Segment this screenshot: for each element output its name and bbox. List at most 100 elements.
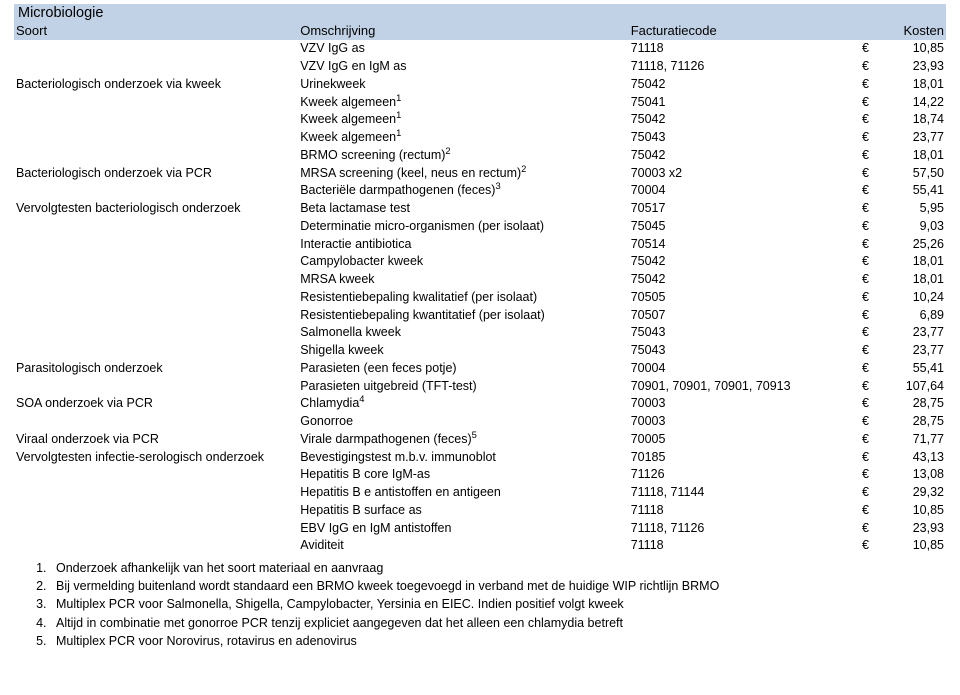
cell-facturatiecode: 70004 bbox=[629, 182, 860, 200]
cell-currency: € bbox=[860, 520, 880, 538]
cell-omschrijving: Kweek algemeen1 bbox=[298, 111, 628, 129]
cell-facturatiecode: 75042 bbox=[629, 147, 860, 165]
table-row: EBV IgG en IgM antistoffen71118, 71126€2… bbox=[14, 520, 946, 538]
cell-kosten: 55,41 bbox=[880, 360, 946, 378]
footnote-item: Bij vermelding buitenland wordt standaar… bbox=[50, 577, 946, 595]
cell-soort bbox=[14, 94, 298, 112]
cell-facturatiecode: 71118, 71126 bbox=[629, 520, 860, 538]
cell-currency: € bbox=[860, 537, 880, 555]
cell-currency: € bbox=[860, 431, 880, 449]
cell-omschrijving: Hepatitis B surface as bbox=[298, 502, 628, 520]
cell-kosten: 10,24 bbox=[880, 289, 946, 307]
cell-facturatiecode: 71118 bbox=[629, 537, 860, 555]
cell-currency: € bbox=[860, 40, 880, 58]
cell-soort bbox=[14, 58, 298, 76]
cell-currency: € bbox=[860, 413, 880, 431]
cell-kosten: 55,41 bbox=[880, 182, 946, 200]
cell-omschrijving: Kweek algemeen1 bbox=[298, 129, 628, 147]
cell-omschrijving: EBV IgG en IgM antistoffen bbox=[298, 520, 628, 538]
cell-currency: € bbox=[860, 324, 880, 342]
cell-kosten: 18,01 bbox=[880, 147, 946, 165]
cell-currency: € bbox=[860, 147, 880, 165]
cell-omschrijving: Salmonella kweek bbox=[298, 324, 628, 342]
cell-soort: SOA onderzoek via PCR bbox=[14, 395, 298, 413]
cell-facturatiecode: 75042 bbox=[629, 111, 860, 129]
cell-kosten: 29,32 bbox=[880, 484, 946, 502]
col-soort: Soort bbox=[14, 22, 298, 40]
cell-soort bbox=[14, 324, 298, 342]
cell-soort bbox=[14, 218, 298, 236]
cell-currency: € bbox=[860, 449, 880, 467]
table-row: Vervolgtesten bacteriologisch onderzoekB… bbox=[14, 200, 946, 218]
cell-omschrijving: Chlamydia4 bbox=[298, 395, 628, 413]
cell-facturatiecode: 70505 bbox=[629, 289, 860, 307]
cell-soort bbox=[14, 466, 298, 484]
cell-soort bbox=[14, 236, 298, 254]
cell-omschrijving: BRMO screening (rectum)2 bbox=[298, 147, 628, 165]
cell-omschrijving: Beta lactamase test bbox=[298, 200, 628, 218]
cell-facturatiecode: 70003 x2 bbox=[629, 165, 860, 183]
cell-facturatiecode: 75043 bbox=[629, 129, 860, 147]
cell-omschrijving: Urinekweek bbox=[298, 76, 628, 94]
cell-kosten: 18,01 bbox=[880, 253, 946, 271]
table-row: Parasieten uitgebreid (TFT-test)70901, 7… bbox=[14, 378, 946, 396]
cell-kosten: 23,77 bbox=[880, 129, 946, 147]
cell-soort bbox=[14, 520, 298, 538]
cell-omschrijving: Bacteriële darmpathogenen (feces)3 bbox=[298, 182, 628, 200]
cell-omschrijving: Resistentiebepaling kwalitatief (per iso… bbox=[298, 289, 628, 307]
cell-currency: € bbox=[860, 200, 880, 218]
cell-currency: € bbox=[860, 271, 880, 289]
cell-omschrijving: Parasieten (een feces potje) bbox=[298, 360, 628, 378]
cell-kosten: 43,13 bbox=[880, 449, 946, 467]
footnote-ref: 3 bbox=[495, 181, 500, 191]
cell-kosten: 28,75 bbox=[880, 395, 946, 413]
table-row: Salmonella kweek75043€23,77 bbox=[14, 324, 946, 342]
page: Microbiologie Soort Omschrijving Factura… bbox=[0, 0, 960, 670]
cell-omschrijving: VZV IgG en IgM as bbox=[298, 58, 628, 76]
cell-facturatiecode: 70003 bbox=[629, 413, 860, 431]
cell-currency: € bbox=[860, 395, 880, 413]
cell-kosten: 9,03 bbox=[880, 218, 946, 236]
footnotes: Onderzoek afhankelijk van het soort mate… bbox=[14, 559, 946, 650]
cell-kosten: 23,77 bbox=[880, 342, 946, 360]
footnote-ref: 2 bbox=[445, 146, 450, 156]
cell-currency: € bbox=[860, 94, 880, 112]
cell-omschrijving: Campylobacter kweek bbox=[298, 253, 628, 271]
table-row: Shigella kweek75043€23,77 bbox=[14, 342, 946, 360]
cell-soort: Vervolgtesten infectie-serologisch onder… bbox=[14, 449, 298, 467]
table-header-row: Soort Omschrijving Facturatiecode Kosten bbox=[14, 22, 946, 40]
footnote-item: Onderzoek afhankelijk van het soort mate… bbox=[50, 559, 946, 577]
table-row: Resistentiebepaling kwalitatief (per iso… bbox=[14, 289, 946, 307]
cell-soort bbox=[14, 537, 298, 555]
cell-currency: € bbox=[860, 342, 880, 360]
table-row: Determinatie micro-organismen (per isola… bbox=[14, 218, 946, 236]
cell-currency: € bbox=[860, 484, 880, 502]
table-row: Kweek algemeen175042€18,74 bbox=[14, 111, 946, 129]
cell-facturatiecode: 71118, 71126 bbox=[629, 58, 860, 76]
table-row: Viraal onderzoek via PCRVirale darmpatho… bbox=[14, 431, 946, 449]
pricing-table: Soort Omschrijving Facturatiecode Kosten… bbox=[14, 22, 946, 555]
cell-currency: € bbox=[860, 360, 880, 378]
cell-facturatiecode: 70005 bbox=[629, 431, 860, 449]
cell-currency: € bbox=[860, 111, 880, 129]
table-row: Interactie antibiotica70514€25,26 bbox=[14, 236, 946, 254]
cell-currency: € bbox=[860, 182, 880, 200]
footnote-ref: 1 bbox=[396, 93, 401, 103]
cell-soort bbox=[14, 271, 298, 289]
cell-soort bbox=[14, 413, 298, 431]
cell-soort bbox=[14, 129, 298, 147]
cell-omschrijving: VZV IgG as bbox=[298, 40, 628, 58]
table-row: SOA onderzoek via PCRChlamydia470003€28,… bbox=[14, 395, 946, 413]
cell-currency: € bbox=[860, 165, 880, 183]
table-row: Campylobacter kweek75042€18,01 bbox=[14, 253, 946, 271]
cell-currency: € bbox=[860, 58, 880, 76]
cell-currency: € bbox=[860, 253, 880, 271]
cell-facturatiecode: 75043 bbox=[629, 324, 860, 342]
cell-currency: € bbox=[860, 218, 880, 236]
cell-omschrijving: Determinatie micro-organismen (per isola… bbox=[298, 218, 628, 236]
col-kosten: Kosten bbox=[860, 22, 946, 40]
footnote-ref: 1 bbox=[396, 128, 401, 138]
table-row: Vervolgtesten infectie-serologisch onder… bbox=[14, 449, 946, 467]
cell-omschrijving: Bevestigingstest m.b.v. immunoblot bbox=[298, 449, 628, 467]
cell-facturatiecode: 75042 bbox=[629, 253, 860, 271]
